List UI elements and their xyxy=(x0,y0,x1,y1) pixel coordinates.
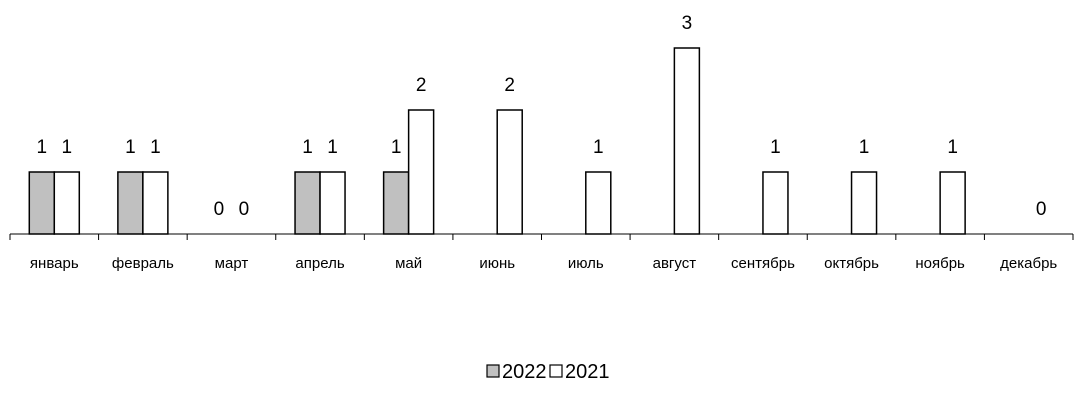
bar-2021 xyxy=(319,171,346,235)
bar-2021 xyxy=(585,171,612,235)
bar-2022 xyxy=(28,171,56,235)
legend: 2022 2021 xyxy=(486,361,610,383)
bar-2021 xyxy=(850,171,878,235)
data-label-2021: 3 xyxy=(682,13,693,34)
legend-swatch-2021 xyxy=(549,364,563,378)
data-label-2021: 1 xyxy=(859,137,870,158)
bar-2022 xyxy=(294,171,321,235)
data-label-2021: 2 xyxy=(504,75,515,96)
bar-2021 xyxy=(496,109,523,235)
x-tick-label: январь xyxy=(30,255,79,272)
x-tick-label: сентябрь xyxy=(731,255,795,272)
bar-2022 xyxy=(117,171,144,235)
bar-2021 xyxy=(142,171,169,235)
data-label-2021: 1 xyxy=(770,137,781,158)
data-label-2022: 1 xyxy=(125,137,136,158)
bar-2021 xyxy=(939,171,966,235)
x-tick-label: июль xyxy=(568,255,604,272)
bar-2021 xyxy=(53,171,81,235)
legend-swatch-2022 xyxy=(486,364,500,378)
bar-2022 xyxy=(382,171,410,235)
x-tick-label: март xyxy=(215,255,249,272)
data-label-2021: 0 xyxy=(239,199,250,220)
x-tick-label: июнь xyxy=(479,255,515,272)
x-tick-label: ноябрь xyxy=(915,255,965,272)
legend-label-2021: 2021 xyxy=(565,361,610,383)
x-tick-label: апрель xyxy=(295,255,344,272)
data-label-2021: 1 xyxy=(150,137,161,158)
data-label-2022: 1 xyxy=(302,137,313,158)
data-label-2021: 1 xyxy=(62,137,73,158)
bars-group xyxy=(28,47,966,235)
x-tick-label: май xyxy=(395,255,422,272)
bar-2021 xyxy=(762,171,789,235)
x-tick-labels-group: январь февраль март апрель май июнь июль август… xyxy=(30,255,1057,272)
data-label-2021: 1 xyxy=(327,137,338,158)
data-label-2021: 1 xyxy=(593,137,604,158)
x-tick-label: декабрь xyxy=(1000,255,1057,272)
data-label-2022: 1 xyxy=(37,137,48,158)
bar-2021 xyxy=(407,109,435,235)
x-tick-label: февраль xyxy=(112,255,174,272)
x-tick-label: октябрь xyxy=(824,255,879,272)
x-ticks-group xyxy=(9,234,1074,240)
bar-2021 xyxy=(673,47,701,235)
x-tick-label: август xyxy=(653,255,697,272)
data-label-2021: 1 xyxy=(947,137,958,158)
data-label-2022: 1 xyxy=(391,137,402,158)
data-label-2022: 0 xyxy=(214,199,225,220)
data-label-2021: 2 xyxy=(416,75,427,96)
data-label-2021: 0 xyxy=(1036,199,1047,220)
legend-label-2022: 2022 xyxy=(502,361,547,383)
